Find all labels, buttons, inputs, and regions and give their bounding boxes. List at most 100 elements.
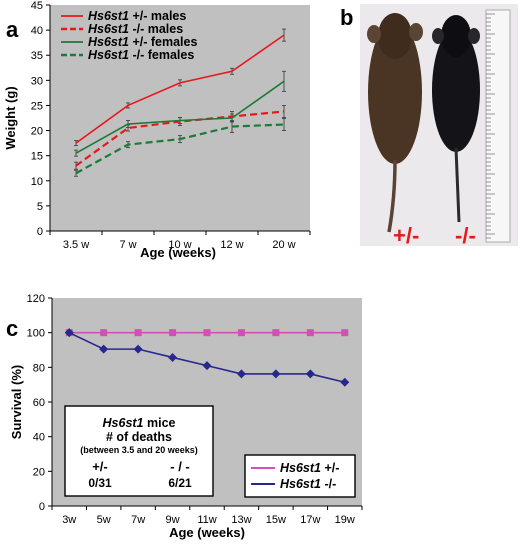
weight-chart-y-ticks: 0 5 10 15 20 25 30 35 40 45 xyxy=(31,0,50,238)
survival-chart-square-marker xyxy=(341,329,349,337)
survival-chart-x-tick-label: 3w xyxy=(62,514,76,526)
survival-chart-y-tick-label: 0 xyxy=(39,501,45,513)
weight-chart-y-tick-label: 40 xyxy=(31,25,43,37)
survival-chart-diamond-marker xyxy=(64,328,74,338)
mouse-heterozygous-tail xyxy=(387,159,397,233)
deaths-annotation-box: Hs6st1 mice # of deaths (between 3.5 and… xyxy=(64,405,214,497)
survival-chart-y-tick-label: 80 xyxy=(33,362,45,374)
photo-label-knockout: -/- xyxy=(455,223,476,248)
survival-chart-square-marker xyxy=(203,329,211,337)
survival-chart-diamond-marker xyxy=(236,369,246,379)
survival-chart-diamond-marker xyxy=(99,344,109,354)
survival-chart-square-marker xyxy=(237,329,245,337)
mouse-knockout-tail xyxy=(454,147,461,223)
mouse-knockout-ear xyxy=(468,28,480,44)
survival-chart-y-ticks: 0 20 40 60 80 100 120 xyxy=(27,293,52,513)
survival-chart-square-marker xyxy=(169,329,177,337)
weight-chart-y-label: Weight (g) xyxy=(3,86,18,149)
mouse-heterozygous-head xyxy=(378,13,412,59)
survival-chart-diamond-marker xyxy=(271,369,281,379)
weight-chart-series-line xyxy=(75,123,285,175)
survival-chart-x-ticks: 3w 5w 7w 9w 11w 13w 15w 17w 19w xyxy=(51,506,363,526)
weight-chart-error-bars xyxy=(74,28,286,177)
survival-chart-diamond-marker xyxy=(168,352,178,362)
survival-chart-x-tick-label: 19w xyxy=(335,514,355,526)
mouse-photo: +/- -/- xyxy=(360,4,518,248)
deaths-box-het-value: 0/31 xyxy=(88,476,112,490)
survival-chart-diamond-marker xyxy=(340,377,350,387)
weight-chart-x-label: Age (weeks) xyxy=(140,245,216,260)
survival-chart-series-lines xyxy=(64,328,350,387)
mouse-knockout-head xyxy=(441,15,471,57)
weight-chart-x-ticks: 3.5 w 7 w 10 w 12 w 20 w xyxy=(49,231,311,251)
weight-chart-x-tick-label: 3.5 w xyxy=(63,239,89,251)
weight-chart-x-tick-label: 12 w xyxy=(220,239,243,251)
survival-chart-square-marker xyxy=(134,329,142,337)
ruler-ticks xyxy=(486,13,495,239)
mouse-knockout-ear xyxy=(432,28,444,44)
survival-chart-square-marker xyxy=(272,329,280,337)
weight-chart-y-tick-label: 5 xyxy=(37,201,43,213)
mouse-heterozygous-ear xyxy=(409,23,423,41)
survival-chart-x-tick-label: 17w xyxy=(300,514,320,526)
mouse-knockout xyxy=(432,15,480,223)
weight-chart-x-tick-label: 20 w xyxy=(272,239,295,251)
survival-chart-y-label: Survival (%) xyxy=(9,365,24,439)
survival-chart-diamond-marker xyxy=(202,361,212,371)
survival-chart-y-tick-label: 120 xyxy=(27,293,45,305)
panel-c-label: c xyxy=(6,316,18,341)
weight-chart-y-tick-label: 15 xyxy=(31,151,43,163)
mouse-heterozygous-ear xyxy=(367,25,381,43)
weight-chart-y-tick-label: 20 xyxy=(31,126,43,138)
weight-legend-label: Hs6st1 -/- females xyxy=(88,48,194,62)
deaths-box-subtitle: # of deaths xyxy=(106,430,172,444)
weight-chart-series-line xyxy=(75,110,285,167)
survival-chart-diamond-marker xyxy=(305,369,315,379)
weight-chart-series-lines xyxy=(75,34,285,175)
weight-chart-axes xyxy=(49,5,310,232)
survival-chart-square-marker xyxy=(100,329,108,337)
weight-chart-y-tick-label: 25 xyxy=(31,100,43,112)
panel-a-label: a xyxy=(6,17,19,42)
deaths-box-frame xyxy=(64,405,214,497)
photo-label-heterozygous: +/- xyxy=(393,223,419,248)
survival-legend-label: Hs6st1 +/- xyxy=(280,461,339,475)
weight-chart-x-tick-label: 10 w xyxy=(168,239,191,251)
survival-chart-y-tick-label: 20 xyxy=(33,466,45,478)
survival-legend-label: Hs6st1 -/- xyxy=(280,477,336,491)
survival-chart-y-tick-label: 60 xyxy=(33,397,45,409)
survival-chart-square-marker xyxy=(306,329,314,337)
survival-chart-legend: Hs6st1 +/- Hs6st1 -/- xyxy=(244,454,356,498)
deaths-box-ko-value: 6/21 xyxy=(168,476,192,490)
survival-chart-x-label: Age (weeks) xyxy=(169,525,245,540)
weight-chart-y-tick-label: 0 xyxy=(37,226,43,238)
weight-chart-x-tick-label: 7 w xyxy=(119,239,136,251)
weight-chart-y-tick-label: 35 xyxy=(31,50,43,62)
weight-chart-series-line xyxy=(75,34,285,144)
weight-legend-label: Hs6st1 +/- males xyxy=(88,9,186,23)
survival-legend-frame xyxy=(244,454,356,498)
deaths-box-het-header: +/- xyxy=(92,459,108,474)
panel-b-label: b xyxy=(340,5,353,30)
mouse-heterozygous xyxy=(367,13,423,233)
survival-chart-x-tick-label: 15w xyxy=(266,514,286,526)
mouse-knockout-body xyxy=(432,28,480,152)
survival-chart-x-tick-label: 13w xyxy=(231,514,251,526)
survival-chart-x-tick-label: 11w xyxy=(197,514,216,526)
weight-chart-y-tick-label: 45 xyxy=(31,0,43,12)
weight-chart-y-tick-label: 30 xyxy=(31,75,43,87)
mouse-heterozygous-body xyxy=(368,20,422,164)
survival-chart-x-tick-label: 7w xyxy=(131,514,145,526)
weight-chart-y-tick-label: 10 xyxy=(31,176,43,188)
deaths-box-title: Hs6st1 mice xyxy=(103,416,176,430)
survival-chart-diamond-marker xyxy=(133,344,143,354)
weight-legend-label: Hs6st1 -/- males xyxy=(88,22,183,36)
deaths-box-ko-header: - / - xyxy=(170,459,190,474)
weight-legend-label: Hs6st1 +/- females xyxy=(88,35,197,49)
deaths-box-range: (between 3.5 and 20 weeks) xyxy=(80,445,198,455)
survival-chart-y-tick-label: 40 xyxy=(33,432,45,444)
survival-chart-x-tick-label: 9w xyxy=(166,514,180,526)
